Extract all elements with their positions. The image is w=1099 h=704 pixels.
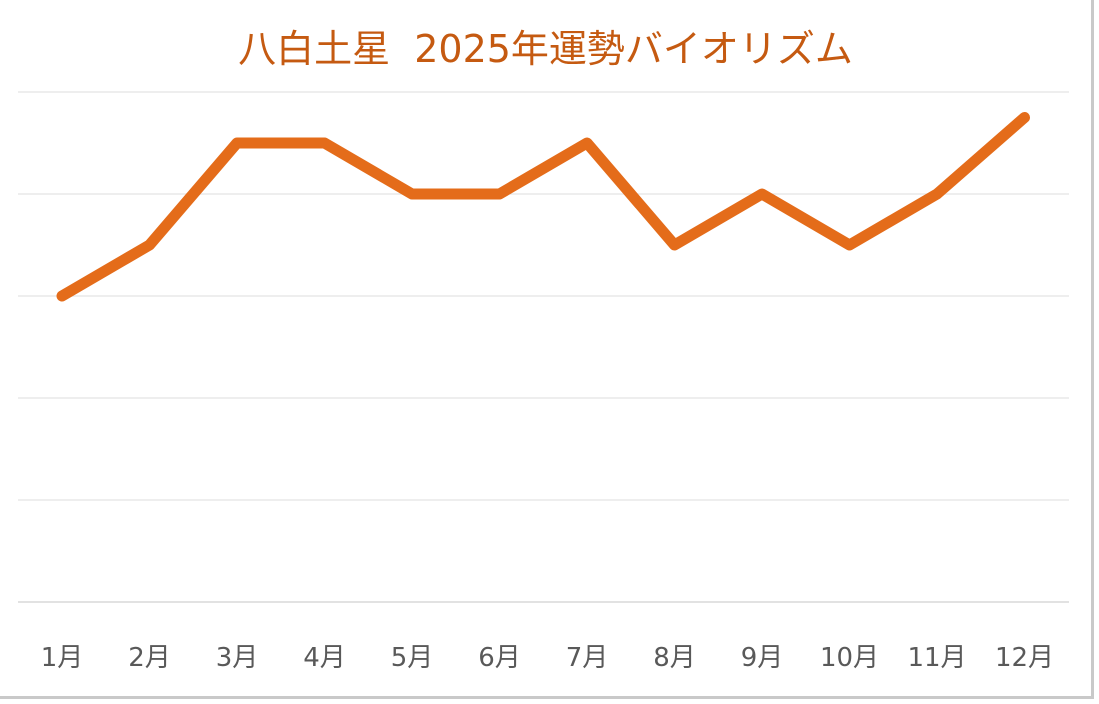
x-tick-label: 4月 <box>303 643 346 673</box>
x-tick-label: 5月 <box>391 643 434 673</box>
x-tick-label: 12月 <box>995 643 1054 673</box>
x-tick-label: 9月 <box>741 643 784 673</box>
x-tick-label: 2月 <box>128 643 171 673</box>
x-tick-label: 11月 <box>907 643 966 673</box>
x-tick-label: 8月 <box>653 643 696 673</box>
series-line <box>56 112 1030 302</box>
x-tick-label: 1月 <box>41 643 84 673</box>
chart-title: 八白土星 2025年運勢バイオリズム <box>238 27 853 71</box>
x-tick-label: 7月 <box>566 643 609 673</box>
series-group <box>56 112 1030 302</box>
x-tick-label: 10月 <box>820 643 879 673</box>
x-tick-label: 3月 <box>216 643 259 673</box>
x-axis-tick-labels: 1月 2月 3月 4月 5月 6月 7月 8月 9月 10月 11月 12月 <box>41 643 1054 673</box>
x-tick-label: 6月 <box>478 643 521 673</box>
